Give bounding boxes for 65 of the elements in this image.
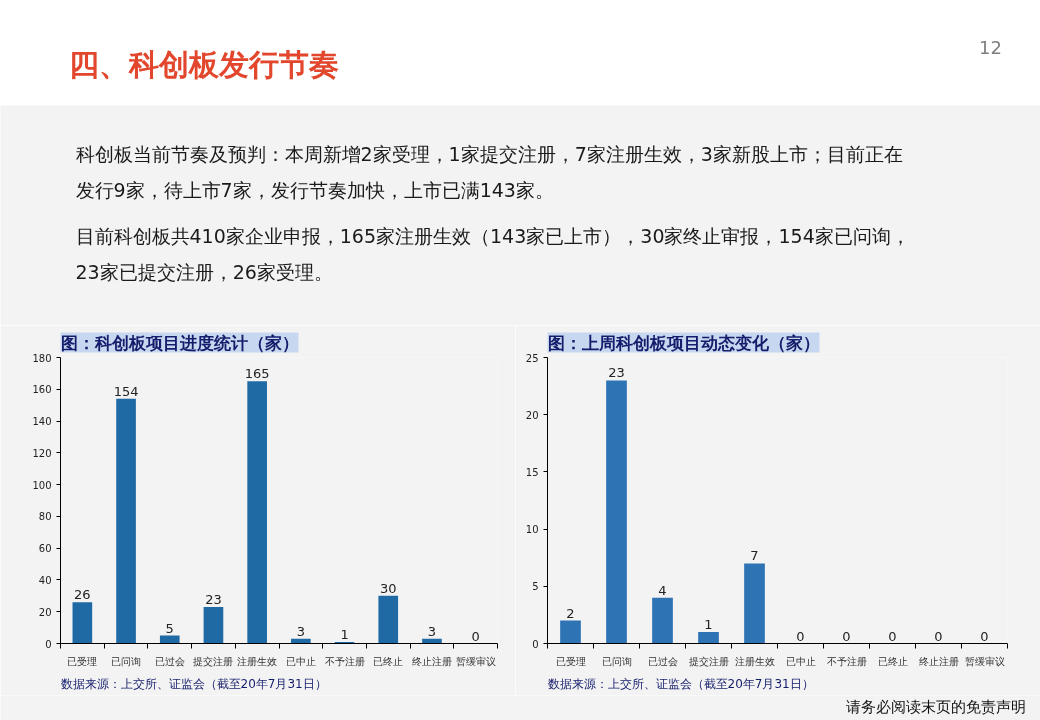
chart-title: 图：科创板项目进度统计（家） (60, 332, 299, 353)
x-tick-label: 已终止 (877, 655, 908, 667)
text: 科创板当前节奏及预判：本周新增2家受理，1家提交注册，7家注册生效，3家新股上市；目前正在发行9家，待上市7家，发行节奏加快，上市已满143家。 (75, 142, 903, 201)
text: 请务必阅读末页的免责声明 (845, 697, 1026, 716)
x-tick-label: 已问询 (601, 655, 632, 667)
data-label: 2 (566, 605, 575, 621)
data-label: 0 (888, 628, 897, 644)
x-tick-label: 已受理 (67, 655, 98, 667)
y-tick-label: 140 (32, 416, 52, 428)
y-tick-label: 5 (532, 581, 539, 593)
y-tick-label: 20 (525, 409, 539, 421)
chart-title: 图：上周科创板项目动态变化（家） (547, 332, 820, 353)
data-label: 165 (244, 366, 270, 382)
y-tick-label: 40 (38, 574, 52, 586)
data-label: 30 (379, 580, 397, 596)
x-tick-label: 已问询 (111, 655, 142, 667)
x-tick-label: 暂缓审议 (455, 655, 496, 667)
data-label: 0 (842, 628, 851, 644)
y-tick-label: 10 (525, 524, 539, 536)
y-tick-label: 100 (32, 479, 52, 491)
x-tick-label: 已终止 (373, 655, 404, 667)
data-label: 26 (74, 587, 91, 603)
data-label: 23 (608, 365, 625, 381)
data-label: 5 (165, 620, 174, 636)
source-note: 数据来源：上交所、证监会（截至20年7月31日） (60, 676, 327, 691)
x-tick-label: 提交注册 (193, 655, 234, 667)
x-tick-label: 不予注册 (324, 655, 365, 667)
x-tick-label: 暂缓审议 (964, 655, 1005, 667)
y-tick-label: 20 (38, 606, 52, 618)
x-tick-label: 已中止 (785, 655, 816, 667)
y-tick-label: 80 (38, 511, 52, 523)
data-label: 0 (796, 628, 805, 644)
x-tick-label: 不予注册 (826, 655, 867, 667)
x-tick-label: 终止注册 (918, 655, 959, 667)
x-tick-label: 提交注册 (688, 655, 729, 667)
x-tick-label: 已受理 (555, 655, 586, 667)
data-label: 23 (205, 591, 222, 607)
data-label: 1 (340, 626, 349, 642)
y-tick-label: 160 (32, 384, 52, 396)
data-label: 7 (750, 548, 759, 564)
y-tick-label: 0 (45, 638, 52, 650)
text: 12 (979, 37, 1002, 58)
y-tick-label: 0 (532, 638, 539, 650)
y-tick-label: 25 (525, 352, 539, 364)
x-tick-label: 终止注册 (411, 655, 452, 667)
y-tick-label: 120 (32, 447, 52, 459)
text: 目前科创板共410家企业申报，165家注册生效（143家已上市），30家终止审报，154家已问询，23家已提交注册，26家受理。 (75, 224, 910, 283)
y-tick-label: 180 (32, 352, 52, 364)
x-tick-label: 注册生效 (237, 655, 278, 667)
x-tick-label: 注册生效 (734, 655, 775, 667)
x-tick-label: 已过会 (647, 655, 678, 667)
data-label: 1 (704, 617, 713, 633)
data-label: 0 (471, 628, 480, 644)
data-label: 0 (934, 628, 943, 644)
source-note: 数据来源：上交所、证监会（截至20年7月31日） (547, 676, 814, 691)
data-label: 3 (427, 623, 437, 639)
data-label: 154 (113, 383, 139, 399)
y-tick-label: 60 (38, 543, 52, 555)
x-tick-label: 已过会 (154, 655, 185, 667)
data-label: 0 (980, 628, 989, 644)
x-tick-label: 已中止 (285, 655, 316, 667)
y-tick-label: 15 (525, 466, 539, 478)
text: 四、科创板发行节奏 (68, 47, 339, 82)
data-label: 4 (658, 582, 667, 598)
data-label: 3 (296, 623, 305, 639)
